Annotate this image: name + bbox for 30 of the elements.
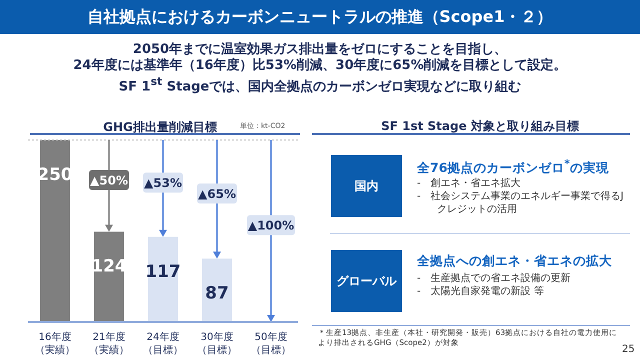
chart-title: GHG排出量削減目標	[103, 120, 217, 134]
text: SF 1st Stage 対象と取り組み目標	[380, 118, 580, 135]
text: 2050年までに温室効果ガス排出量をゼロにすることを目指し、	[132, 42, 508, 58]
annotation: ▲50%	[90, 174, 128, 188]
text: - 社会システム事業のエネルギー事業で得るJクレジットの活用	[417, 190, 625, 216]
text: 25	[622, 344, 635, 355]
bar	[202, 258, 232, 322]
x-tick-label: 21年度（実績）	[89, 331, 129, 356]
text: - 創エネ・省エネ拡大	[417, 177, 522, 190]
text: 全76拠点のカーボンゼロ$^{*}$の実現	[417, 158, 609, 178]
text: 全拠点への創エネ・省エネの拡大	[417, 253, 612, 270]
bar	[148, 236, 178, 322]
text: - 太陽光自家発電の新設 等	[417, 285, 545, 298]
x-tick-label: 50年度（目標）	[251, 331, 291, 356]
annotation: ▲53%	[144, 176, 182, 190]
data-label: 87	[205, 284, 229, 304]
text: - 生産拠点での省エネ設備の更新	[417, 272, 572, 285]
data-label: 117	[145, 262, 181, 282]
x-tick-label: 24年度（目標）	[143, 331, 183, 356]
text: グローバル	[336, 273, 398, 290]
text: 自社拠点におけるカーボンニュートラルの推進（Scope1・２）	[0, 0, 640, 34]
x-tick-label: 30年度（目標）	[197, 331, 237, 356]
bar	[40, 140, 70, 322]
text: 国内	[354, 178, 380, 195]
annotation: ▲65%	[198, 187, 236, 202]
data-label: 124	[91, 256, 127, 277]
text: SF 1$^{st}$ Stageでは、国内全拠点のカーボンゼロ実現などに取り組む	[118, 74, 522, 96]
text: 24年度には基準年（16年度）比53%削減、30年度に65%削減を目標として設定。	[72, 58, 568, 74]
x-tick-label: 16年度（実績）	[35, 331, 75, 356]
annotation: ▲100%	[248, 218, 294, 233]
